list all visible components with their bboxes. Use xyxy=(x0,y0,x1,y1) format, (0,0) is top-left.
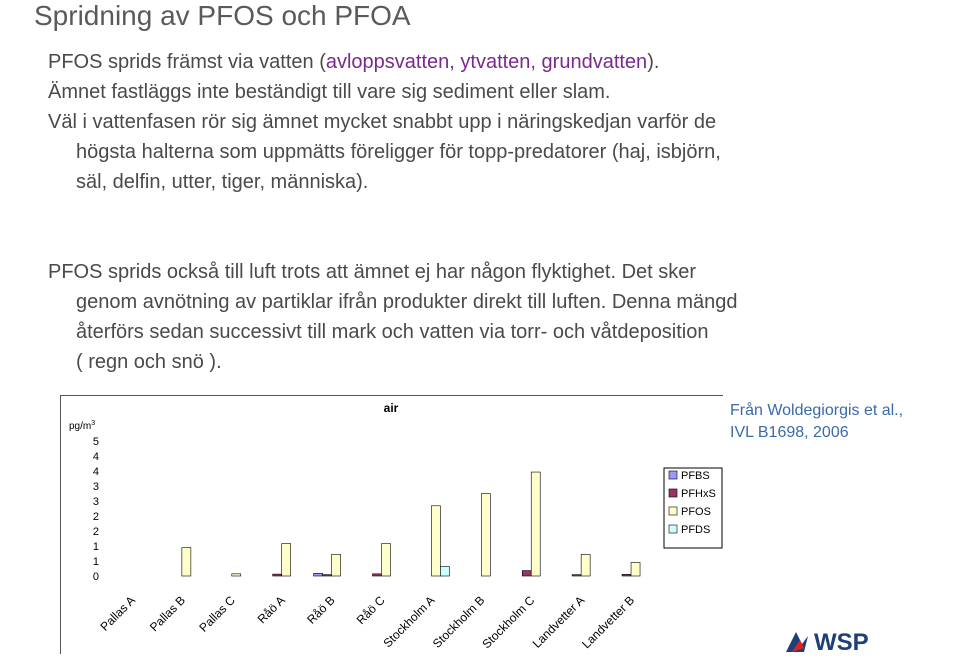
bar-pfhxs-5 xyxy=(322,574,332,577)
para2-line3: återförs sedan successivt till mark och … xyxy=(76,321,709,343)
bar-pfos-11 xyxy=(630,562,641,577)
legend-swatch-pfhxs xyxy=(668,488,678,498)
bar-pfos-10 xyxy=(580,554,591,577)
y-tick-label: 3 xyxy=(93,481,99,493)
para1-line3: Väl i vattenfasen rör sig ämnet mycket s… xyxy=(48,111,717,133)
x-tick-label: Råö A xyxy=(255,593,288,626)
y-tick-label: 1 xyxy=(93,556,99,568)
y-tick-label: 2 xyxy=(93,526,99,538)
paragraph-air: PFOS sprids också till luft trots att äm… xyxy=(48,257,948,377)
citation: Från Woldegiorgis et al., IVL B1698, 200… xyxy=(730,400,903,444)
bar-pfos-9 xyxy=(530,471,541,577)
para2-line4: ( regn och snö ). xyxy=(76,351,222,373)
y-tick-label: 0 xyxy=(93,571,99,583)
x-tick-label: Stockholm A xyxy=(380,593,437,650)
para1-line5: säl, delfin, utter, tiger, människa). xyxy=(76,171,369,193)
water-types-highlight: avloppsvatten, ytvatten, grundvatten xyxy=(325,51,648,73)
legend-label-pfhxs: PFHxS xyxy=(681,488,716,500)
x-tick-label: Pallas C xyxy=(196,593,238,635)
slide-title: Spridning av PFOS och PFOA xyxy=(34,0,411,31)
x-tick-labels: Pallas A Pallas B Pallas C Råö A Råö B Råö CS… xyxy=(98,593,638,651)
paragraph-water: PFOS sprids främst via vatten (avloppsva… xyxy=(48,47,948,197)
y-tick-label: 4 xyxy=(93,466,99,478)
bar-pfhxs-9 xyxy=(521,570,532,577)
chart-legend: PFBS PFHxS PFOS PFDS xyxy=(663,467,723,549)
bar-pfhxs-4 xyxy=(272,573,282,577)
para1-line2: Ämnet fastläggs inte beständigt till var… xyxy=(48,81,611,103)
para2-line1: PFOS sprids också till luft trots att äm… xyxy=(48,261,697,283)
y-axis-label: pg/m3 xyxy=(69,420,95,432)
bar-pfos-6 xyxy=(381,543,391,577)
x-tick-label: Råö C xyxy=(354,593,388,627)
chart-title: air xyxy=(384,401,399,415)
bar-pfos-5 xyxy=(331,554,341,577)
bar-pfhxs-6 xyxy=(372,573,382,577)
legend-label-pfds: PFDS xyxy=(681,524,710,536)
x-tick-label: Stockholm C xyxy=(479,593,537,651)
bar-pfos-7 xyxy=(431,505,441,577)
bar-pfos-2 xyxy=(181,547,192,577)
para1-line1: PFOS sprids främst via vatten (avloppsva… xyxy=(48,51,660,73)
y-tick-label: 5 xyxy=(93,436,99,448)
x-tick-label: Pallas B xyxy=(147,593,188,634)
citation-line1: Från Woldegiorgis et al., xyxy=(730,402,904,419)
y-tick-labels: 5 4 4 3 3 2 2 1 1 0 xyxy=(93,436,99,583)
y-tick-label: 3 xyxy=(93,496,99,508)
legend-swatch-pfds xyxy=(668,524,678,534)
bar-pfbs-5 xyxy=(313,573,323,577)
bar-pfhxs-10 xyxy=(571,574,582,577)
air-bar-chart: air pg/m3 5 4 4 3 3 2 2 1 1 0 Pallas A Pallas B Pal… xyxy=(69,401,723,651)
bar-pfos-8 xyxy=(481,493,491,577)
chart-bars xyxy=(181,471,641,577)
logo-text: WSP xyxy=(814,629,869,656)
para1-line4: högsta halterna som uppmätts föreligger … xyxy=(76,141,721,163)
y-tick-label: 4 xyxy=(93,451,99,463)
legend-swatch-pfbs xyxy=(668,470,678,480)
x-tick-label: Landvetter B xyxy=(579,593,637,651)
chart-frame: air pg/m3 5 4 4 3 3 2 2 1 1 0 Pallas A Pallas B Pal… xyxy=(60,395,723,654)
legend-swatch-pfos xyxy=(668,506,678,516)
x-tick-label: Pallas A xyxy=(98,593,139,634)
x-tick-label: Råö B xyxy=(304,593,337,626)
legend-label-pfos: PFOS xyxy=(681,506,711,518)
logo-accent-icon xyxy=(792,640,804,652)
bar-pfhxs-11 xyxy=(621,574,632,577)
bar-pfos-4 xyxy=(281,543,291,577)
citation-line2: IVL B1698, 2006 xyxy=(730,424,849,441)
bar-pfds-7 xyxy=(440,566,450,577)
wsp-logo: WSP xyxy=(786,629,869,656)
para2-line2: genom avnötning av partiklar ifrån produ… xyxy=(76,291,738,313)
y-tick-label: 2 xyxy=(93,511,99,523)
y-tick-label: 1 xyxy=(93,541,99,553)
legend-label-pfbs: PFBS xyxy=(681,470,710,482)
bar-pfos-3 xyxy=(231,573,242,577)
